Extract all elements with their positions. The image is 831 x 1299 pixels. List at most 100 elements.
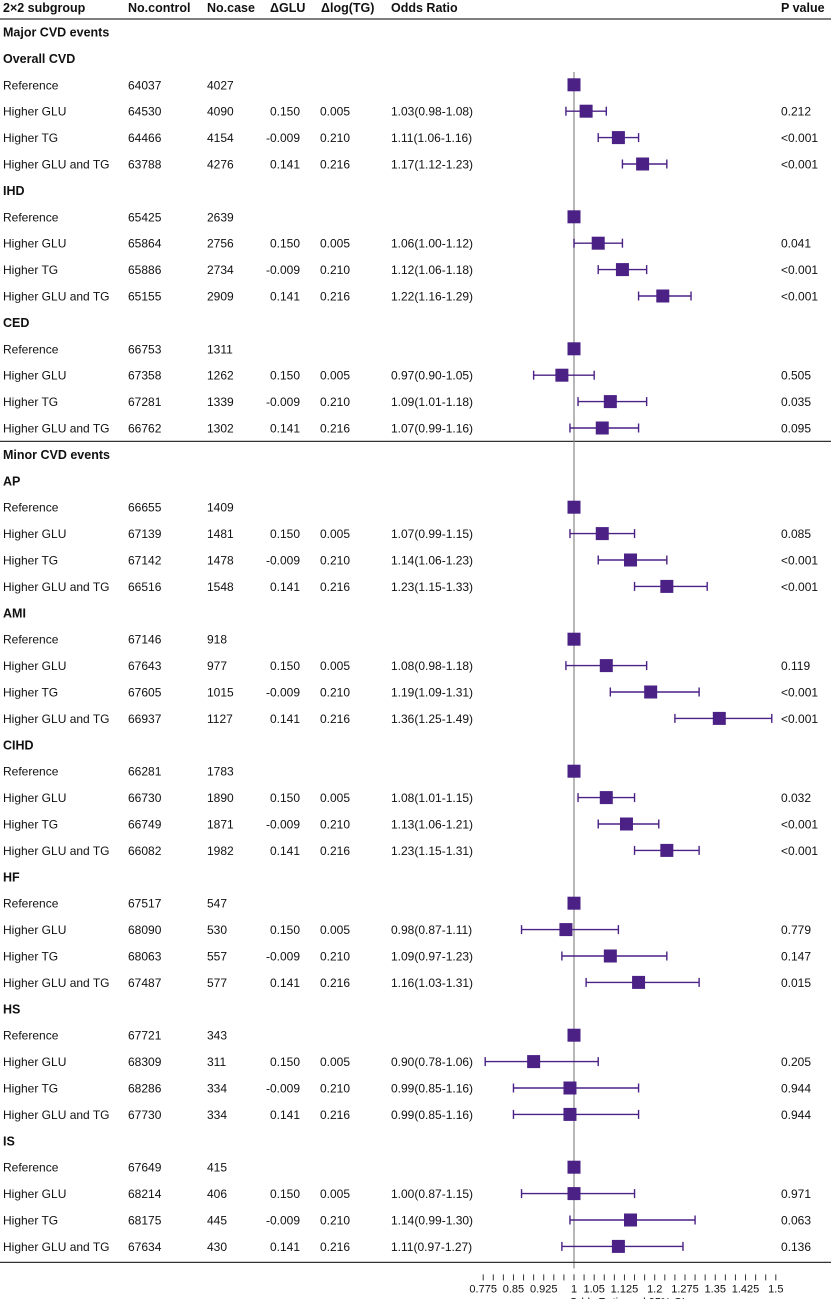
- delta-glu-value: -0.009: [266, 131, 300, 145]
- no-case-value: 1302: [207, 422, 234, 436]
- row-label: Higher GLU and TG: [3, 422, 110, 436]
- no-control-value: 67643: [128, 659, 162, 673]
- x-axis: 0.775 0.85 0.925 1 1.05 1.125 1.2 1.275 1.35 1.42…: [0, 1261, 831, 1299]
- row-label: Higher TG: [3, 1214, 58, 1228]
- p-value: <0.001: [781, 686, 818, 700]
- no-control-value: 63788: [128, 158, 162, 172]
- row-label: Higher GLU: [3, 1187, 66, 1201]
- or-marker: [567, 210, 581, 224]
- no-case-value: 1481: [207, 527, 234, 541]
- delta-glu-value: 0.150: [270, 527, 300, 541]
- or-marker: [615, 263, 629, 277]
- row-label: Reference: [3, 342, 59, 356]
- no-case-value: 1015: [207, 686, 234, 700]
- delta-glu-value: 0.150: [270, 791, 300, 805]
- table-row: Higher GLU 67139 1481 0.150 0.005 1.07(0.99-1…: [3, 527, 811, 541]
- no-control-value: 66082: [128, 844, 162, 858]
- no-control-value: 67649: [128, 1161, 162, 1175]
- row-label: Reference: [3, 1161, 59, 1175]
- group-heading: CIHD: [3, 738, 34, 752]
- delta-glu-value: 0.150: [270, 237, 300, 251]
- or-marker: [611, 131, 625, 145]
- delta-log-tg-value: 0.216: [320, 976, 350, 990]
- delta-log-tg-value: 0.216: [320, 422, 350, 436]
- delta-log-tg-value: 0.216: [320, 1108, 350, 1122]
- section-heading: Minor CVD events: [3, 448, 110, 462]
- no-case-value: 430: [207, 1240, 227, 1254]
- odds-ratio-text: 1.23(1.15-1.33): [391, 580, 473, 594]
- delta-glu-value: 0.150: [270, 1055, 300, 1069]
- or-marker: [644, 685, 658, 699]
- row-label: Higher GLU: [3, 659, 66, 673]
- no-case-value: 530: [207, 923, 227, 937]
- no-control-value: 67281: [128, 395, 162, 409]
- table-row: Reference 66281 1783: [3, 765, 234, 779]
- or-marker: [567, 342, 581, 356]
- odds-ratio-text: 1.08(1.01-1.15): [391, 791, 473, 805]
- row-label: Reference: [3, 78, 59, 92]
- row-label: Reference: [3, 633, 59, 647]
- delta-log-tg-value: 0.216: [320, 1240, 350, 1254]
- odds-ratio-text: 1.23(1.15-1.31): [391, 844, 473, 858]
- no-control-value: 67487: [128, 976, 162, 990]
- header-delta-log-tg: Δlog(TG): [321, 1, 374, 15]
- x-axis-title: Odds Ratio and 95% CI: [569, 1296, 685, 1299]
- or-marker: [624, 1213, 638, 1227]
- odds-ratio-text: 0.98(0.87-1.11): [391, 923, 472, 937]
- table-row: Higher TG 67605 1015 -0.009 0.210 1.19(1.09-1…: [3, 686, 818, 700]
- odds-ratio-text: 1.13(1.06-1.21): [391, 818, 473, 832]
- delta-glu-value: 0.150: [270, 1187, 300, 1201]
- row-label: Higher TG: [3, 950, 58, 964]
- no-case-value: 1339: [207, 395, 234, 409]
- delta-glu-value: 0.141: [270, 158, 300, 172]
- no-control-value: 67358: [128, 369, 162, 383]
- or-marker: [660, 579, 674, 593]
- no-control-value: 66753: [128, 342, 162, 356]
- p-value: 0.032: [781, 791, 811, 805]
- table-row: Higher TG 67142 1478 -0.009 0.210 1.14(1.06-1…: [3, 554, 818, 568]
- no-control-value: 67146: [128, 633, 162, 647]
- odds-ratio-text: 1.03(0.98-1.08): [391, 105, 473, 119]
- delta-log-tg-value: 0.005: [320, 527, 350, 541]
- table-row: Higher GLU 67358 1262 0.150 0.005 0.97(0.90-1…: [3, 369, 811, 383]
- p-value: 0.035: [781, 395, 811, 409]
- p-value: 0.971: [781, 1187, 811, 1201]
- p-value: 0.041: [781, 237, 811, 251]
- no-control-value: 68063: [128, 950, 162, 964]
- odds-ratio-text: 1.09(1.01-1.18): [391, 395, 473, 409]
- no-control-value: 65864: [128, 237, 162, 251]
- odds-ratio-text: 0.99(0.85-1.16): [391, 1082, 473, 1096]
- odds-ratio-text: 1.14(1.06-1.23): [391, 554, 473, 568]
- table-row: Reference 67649 415: [3, 1161, 227, 1175]
- header-no-control: No.control: [128, 1, 191, 15]
- row-label: Reference: [3, 1029, 59, 1043]
- or-marker: [656, 289, 670, 303]
- delta-log-tg-value: 0.005: [320, 791, 350, 805]
- table-header: 2×2 subgroup No.control No.case ΔGLU Δlo…: [3, 1, 825, 15]
- delta-glu-value: 0.141: [270, 422, 300, 436]
- odds-ratio-text: 1.09(0.97-1.23): [391, 950, 473, 964]
- delta-glu-value: 0.141: [270, 844, 300, 858]
- table-row: Reference 67721 343: [3, 1029, 227, 1043]
- table-row: Higher GLU and TG 65155 2909 0.141 0.216 1.22…: [3, 290, 818, 304]
- no-control-value: 66516: [128, 580, 162, 594]
- delta-log-tg-value: 0.005: [320, 1055, 350, 1069]
- p-value: <0.001: [781, 290, 818, 304]
- table-row: Higher GLU 64530 4090 0.150 0.005 1.03(0.98-1…: [3, 105, 811, 119]
- or-marker: [555, 368, 569, 382]
- group-heading: Overall CVD: [3, 52, 75, 66]
- or-marker: [603, 949, 617, 963]
- no-case-value: 445: [207, 1214, 227, 1228]
- or-marker: [660, 843, 674, 857]
- no-control-value: 66937: [128, 712, 162, 726]
- delta-log-tg-value: 0.210: [320, 554, 350, 568]
- delta-glu-value: 0.141: [270, 1108, 300, 1122]
- no-control-value: 64466: [128, 131, 162, 145]
- section-heading: Major CVD events: [3, 26, 109, 40]
- delta-log-tg-value: 0.216: [320, 844, 350, 858]
- no-control-value: 68214: [128, 1187, 162, 1201]
- or-marker: [599, 791, 613, 805]
- delta-glu-value: 0.141: [270, 712, 300, 726]
- row-label: Higher GLU: [3, 923, 66, 937]
- delta-log-tg-value: 0.216: [320, 158, 350, 172]
